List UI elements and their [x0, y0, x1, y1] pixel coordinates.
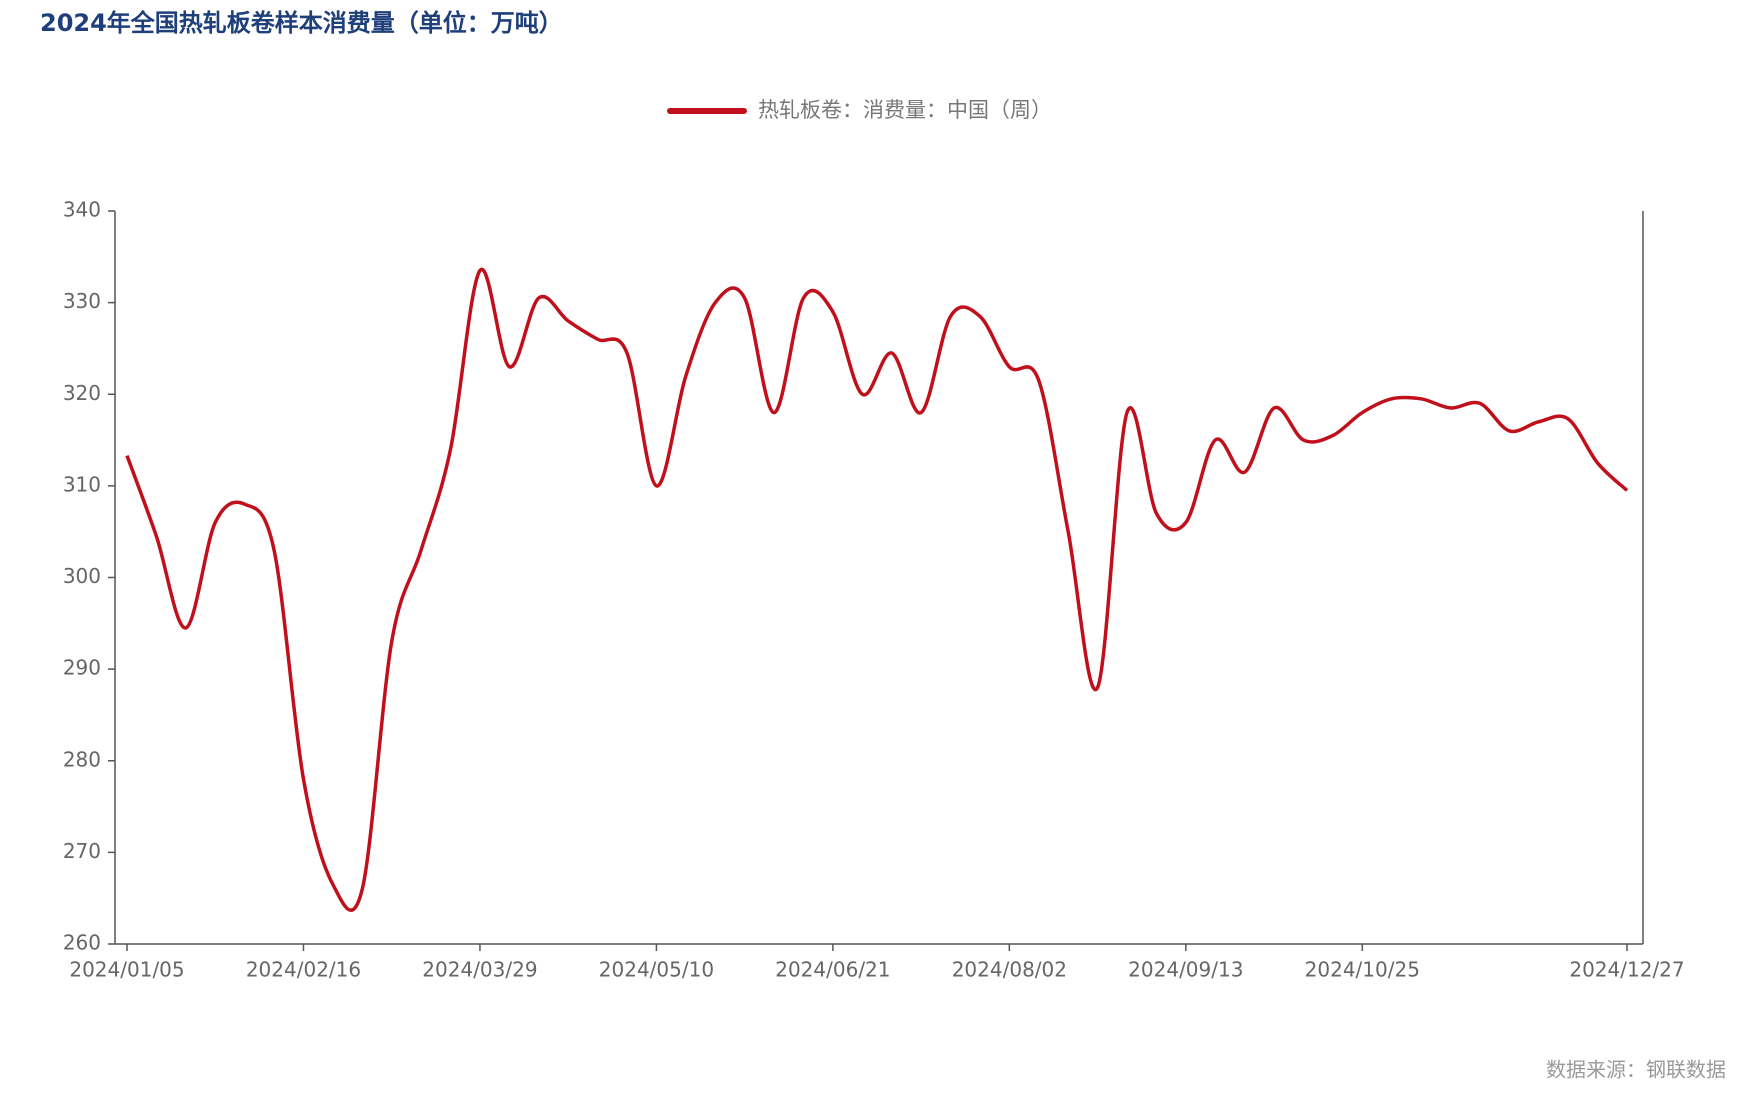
chart-title: 2024年全国热轧板卷样本消费量（单位：万吨）	[40, 9, 563, 37]
legend-label: 热轧板卷：消费量：中国（周）	[758, 98, 1052, 122]
x-tick-label: 2024/12/27	[1569, 958, 1684, 982]
y-tick-label: 290	[63, 656, 101, 680]
x-tick-label: 2024/06/21	[775, 958, 890, 982]
source-note: 数据来源：钢联数据	[1546, 1058, 1726, 1082]
x-tick-label: 2024/10/25	[1305, 958, 1420, 982]
x-tick-label: 2024/09/13	[1128, 958, 1243, 982]
y-tick-label: 280	[63, 747, 101, 771]
y-tick-label: 330	[63, 289, 101, 313]
x-tick-label: 2024/03/29	[422, 958, 537, 982]
y-tick-label: 340	[63, 198, 101, 222]
y-tick-label: 260	[63, 931, 101, 955]
series-line	[125, 267, 1629, 912]
x-tick-label: 2024/01/05	[69, 958, 184, 982]
x-tick-label: 2024/05/10	[599, 958, 714, 982]
y-tick-label: 270	[63, 839, 101, 863]
x-tick-label: 2024/08/02	[952, 958, 1067, 982]
x-tick-label: 2024/02/16	[246, 958, 361, 982]
y-tick-label: 310	[63, 472, 101, 496]
y-tick-label: 300	[63, 564, 101, 588]
y-tick-label: 320	[63, 381, 101, 405]
